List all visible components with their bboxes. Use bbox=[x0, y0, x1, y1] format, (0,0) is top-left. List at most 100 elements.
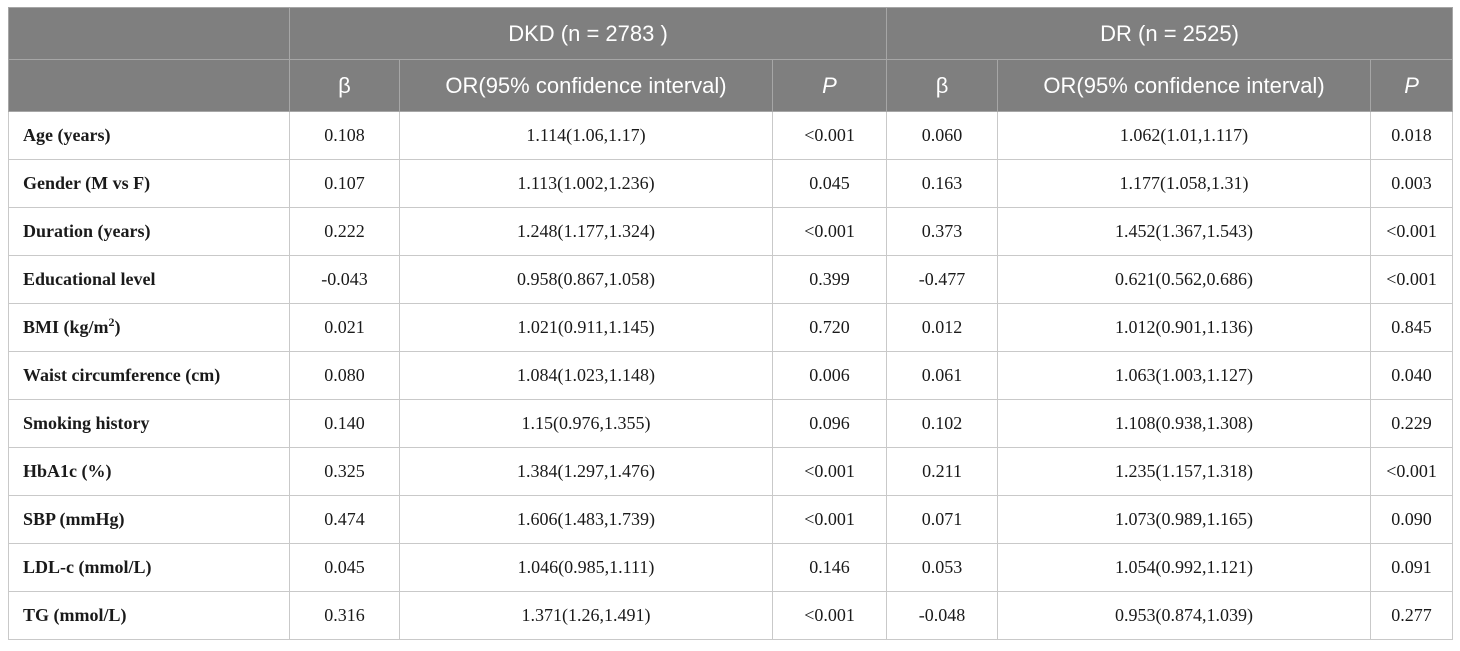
dr-p-cell: <0.001 bbox=[1370, 207, 1454, 256]
dkd-p-cell: 0.720 bbox=[771, 303, 888, 352]
dkd-or-cell: 1.248(1.177,1.324) bbox=[399, 207, 773, 256]
dkd-beta-cell: 0.222 bbox=[289, 207, 400, 256]
dkd-or-cell: 0.958(0.867,1.058) bbox=[399, 255, 773, 304]
dkd-p-header: P bbox=[771, 59, 888, 112]
row-label: Age (years) bbox=[8, 111, 290, 160]
header-corner bbox=[8, 7, 290, 60]
dr-beta-cell: -0.048 bbox=[886, 591, 999, 640]
row-label-text: Waist circumference (cm) bbox=[23, 365, 221, 385]
dr-p-header: P bbox=[1370, 59, 1454, 112]
dr-beta-cell: 0.060 bbox=[886, 111, 999, 160]
dkd-or-cell: 1.084(1.023,1.148) bbox=[399, 351, 773, 400]
table-row: HbA1c (%) 0.325 1.384(1.297,1.476) <0.001 0.… bbox=[8, 447, 1454, 496]
dr-beta-cell: 0.061 bbox=[886, 351, 999, 400]
dr-beta-cell: 0.163 bbox=[886, 159, 999, 208]
dkd-or-cell: 1.046(0.985,1.111) bbox=[399, 543, 773, 592]
row-label: Duration (years) bbox=[8, 207, 290, 256]
dkd-beta-cell: 0.080 bbox=[289, 351, 400, 400]
dr-or-cell: 1.177(1.058,1.31) bbox=[997, 159, 1372, 208]
dr-beta-cell: -0.477 bbox=[886, 255, 999, 304]
row-label: Smoking history bbox=[8, 399, 290, 448]
dr-p-cell: <0.001 bbox=[1370, 447, 1454, 496]
dr-beta-header: β bbox=[886, 59, 999, 112]
dkd-p-cell: <0.001 bbox=[771, 591, 888, 640]
header-row-groups: DKD (n = 2783 ) DR (n = 2525) bbox=[8, 7, 1454, 60]
dr-or-cell: 1.062(1.01,1.117) bbox=[997, 111, 1372, 160]
dr-p-cell: 0.845 bbox=[1370, 303, 1454, 352]
dkd-beta-cell: 0.108 bbox=[289, 111, 400, 160]
dkd-p-cell: 0.006 bbox=[771, 351, 888, 400]
dkd-or-cell: 1.384(1.297,1.476) bbox=[399, 447, 773, 496]
row-label-text: SBP (mmHg) bbox=[23, 509, 125, 529]
dkd-beta-cell: 0.140 bbox=[289, 399, 400, 448]
row-label: Gender (M vs F) bbox=[8, 159, 290, 208]
row-label-text: Smoking history bbox=[23, 413, 150, 433]
dr-p-cell: 0.091 bbox=[1370, 543, 1454, 592]
row-label-suffix: ) bbox=[114, 317, 121, 337]
dkd-p-cell: <0.001 bbox=[771, 495, 888, 544]
dr-or-cell: 1.054(0.992,1.121) bbox=[997, 543, 1372, 592]
dr-beta-cell: 0.211 bbox=[886, 447, 999, 496]
dkd-beta-cell: 0.107 bbox=[289, 159, 400, 208]
row-label: Waist circumference (cm) bbox=[8, 351, 290, 400]
dr-or-cell: 1.108(0.938,1.308) bbox=[997, 399, 1372, 448]
dr-p-cell: 0.229 bbox=[1370, 399, 1454, 448]
dr-beta-cell: 0.102 bbox=[886, 399, 999, 448]
row-label-text: HbA1c (%) bbox=[23, 461, 112, 481]
dr-p-cell: <0.001 bbox=[1370, 255, 1454, 304]
table-row: Gender (M vs F) 0.107 1.113(1.002,1.236) 0.… bbox=[8, 159, 1454, 208]
dkd-beta-cell: 0.021 bbox=[289, 303, 400, 352]
table-row: Waist circumference (cm) 0.080 1.084(1.023… bbox=[8, 351, 1454, 400]
dkd-beta-cell: 0.474 bbox=[289, 495, 400, 544]
dkd-or-cell: 1.606(1.483,1.739) bbox=[399, 495, 773, 544]
dr-p-cell: 0.090 bbox=[1370, 495, 1454, 544]
group-header-dkd: DKD (n = 2783 ) bbox=[288, 7, 888, 60]
dkd-or-cell: 1.021(0.911,1.145) bbox=[399, 303, 773, 352]
dr-beta-cell: 0.053 bbox=[886, 543, 999, 592]
dkd-beta-cell: -0.043 bbox=[289, 255, 400, 304]
dkd-p-cell: 0.096 bbox=[771, 399, 888, 448]
table-row: LDL-c (mmol/L) 0.045 1.046(0.985,1.111) 0.1… bbox=[8, 543, 1454, 592]
dkd-or-cell: 1.113(1.002,1.236) bbox=[399, 159, 773, 208]
dkd-or-cell: 1.15(0.976,1.355) bbox=[399, 399, 773, 448]
dkd-p-cell: 0.399 bbox=[771, 255, 888, 304]
dr-or-cell: 0.621(0.562,0.686) bbox=[997, 255, 1372, 304]
row-label: LDL-c (mmol/L) bbox=[8, 543, 290, 592]
row-label-text: Duration (years) bbox=[23, 221, 151, 241]
dr-p-cell: 0.277 bbox=[1370, 591, 1454, 640]
row-label: Educational level bbox=[8, 255, 290, 304]
dkd-p-cell: <0.001 bbox=[771, 111, 888, 160]
row-label-text: BMI (kg/m bbox=[23, 317, 109, 337]
dr-or-cell: 1.235(1.157,1.318) bbox=[997, 447, 1372, 496]
row-label-text: Age (years) bbox=[23, 125, 111, 145]
dr-or-cell: 1.452(1.367,1.543) bbox=[997, 207, 1372, 256]
dkd-or-cell: 1.114(1.06,1.17) bbox=[399, 111, 773, 160]
dr-or-header: OR(95% confidence interval) bbox=[997, 59, 1372, 112]
dr-beta-cell: 0.012 bbox=[886, 303, 999, 352]
header-row-columns: β OR(95% confidence interval) P β OR(95%… bbox=[8, 59, 1454, 112]
dr-beta-cell: 0.373 bbox=[886, 207, 999, 256]
row-label-text: Gender (M vs F) bbox=[23, 173, 151, 193]
dr-or-cell: 0.953(0.874,1.039) bbox=[997, 591, 1372, 640]
table-row: TG (mmol/L) 0.316 1.371(1.26,1.491) <0.001-… bbox=[8, 591, 1454, 640]
dkd-p-cell: 0.045 bbox=[771, 159, 888, 208]
dkd-beta-cell: 0.045 bbox=[289, 543, 400, 592]
row-label: TG (mmol/L) bbox=[8, 591, 290, 640]
dkd-p-cell: <0.001 bbox=[771, 447, 888, 496]
dkd-beta-cell: 0.316 bbox=[289, 591, 400, 640]
dr-p-cell: 0.003 bbox=[1370, 159, 1454, 208]
dkd-p-cell: <0.001 bbox=[771, 207, 888, 256]
regression-table: DKD (n = 2783 ) DR (n = 2525) β OR(95% c… bbox=[8, 7, 1454, 640]
row-label: BMI (kg/m2) bbox=[8, 303, 290, 352]
row-label-superscript: 2 bbox=[108, 315, 115, 329]
table-row: SBP (mmHg) 0.474 1.606(1.483,1.739) <0.001 0… bbox=[8, 495, 1454, 544]
row-label-text: TG (mmol/L) bbox=[23, 605, 127, 625]
dr-p-cell: 0.018 bbox=[1370, 111, 1454, 160]
dkd-or-cell: 1.371(1.26,1.491) bbox=[399, 591, 773, 640]
table-row: Educational level -0.043 0.958(0.867,1.058… bbox=[8, 255, 1454, 304]
dkd-beta-cell: 0.325 bbox=[289, 447, 400, 496]
table-body: Age (years) 0.108 1.114(1.06,1.17) <0.001 0.… bbox=[8, 111, 1454, 640]
table-row: Age (years) 0.108 1.114(1.06,1.17) <0.001 0.… bbox=[8, 111, 1454, 160]
dkd-beta-header: β bbox=[289, 59, 400, 112]
dr-or-cell: 1.073(0.989,1.165) bbox=[997, 495, 1372, 544]
